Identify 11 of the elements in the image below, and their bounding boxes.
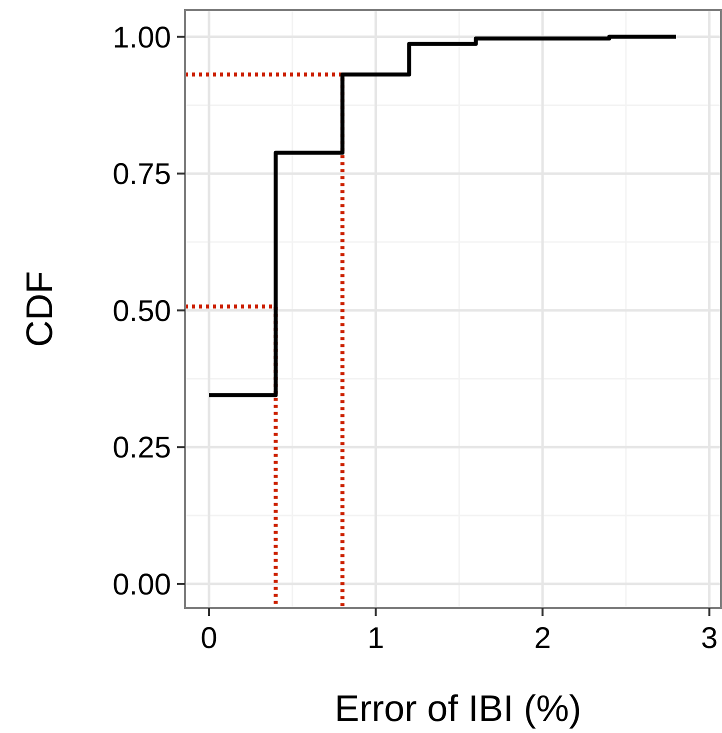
y-tick-label: 1.00 — [112, 21, 171, 54]
y-axis-title: CDF — [19, 270, 60, 348]
x-tick-label: 0 — [200, 622, 218, 655]
y-tick-label: 0.50 — [112, 294, 171, 328]
x-axis-title: Error of IBI (%) — [334, 688, 582, 729]
x-tick-label: 1 — [367, 622, 384, 655]
x-tick-label: 3 — [700, 622, 718, 655]
y-tick-label: 0.75 — [112, 158, 171, 192]
y-tick-label: 0.00 — [112, 568, 171, 602]
y-tick-label: 0.25 — [112, 432, 171, 465]
x-tick-label: 2 — [534, 622, 551, 655]
